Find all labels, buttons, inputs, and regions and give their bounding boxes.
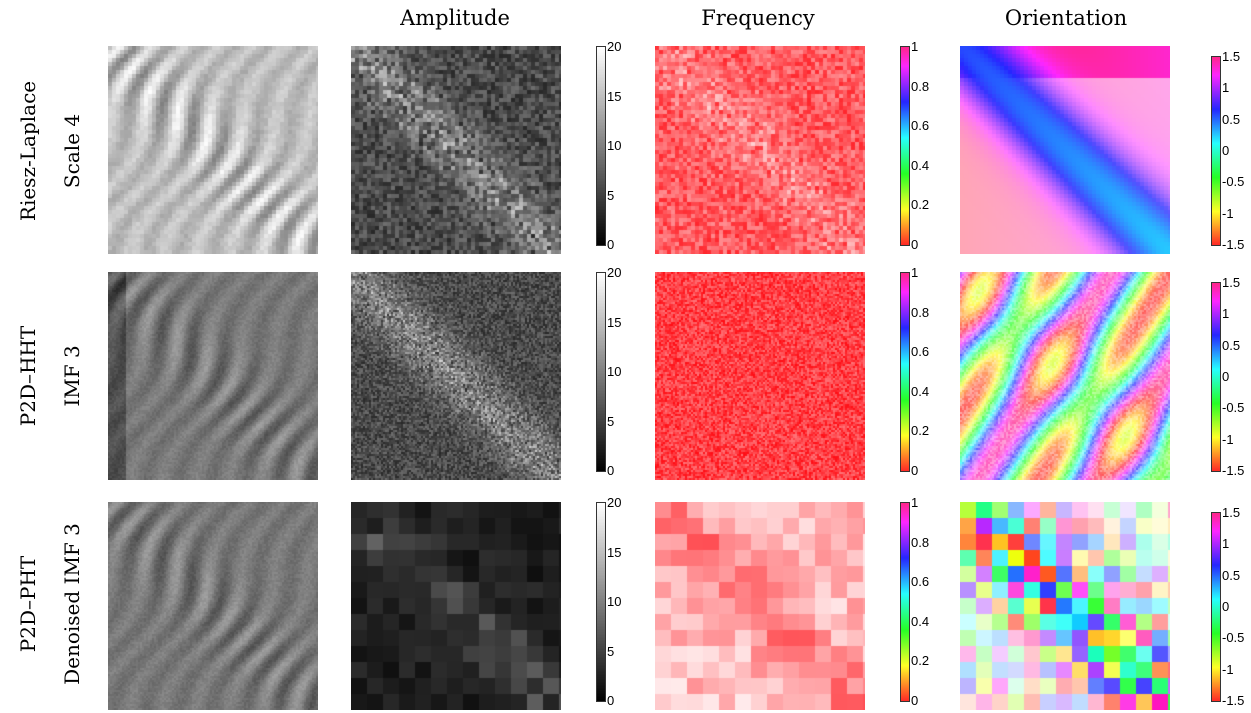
row-0-sublabel: Scale 4 <box>60 113 84 189</box>
row-0-orientation-tick-label: 1 <box>1222 80 1230 96</box>
row-1-method-label: P2D–HHT <box>16 325 40 427</box>
row-1-amplitude-image <box>351 272 561 480</box>
row-1-frequency-tick-label: 0.6 <box>911 344 930 360</box>
row-0-amplitude-tick-label: 15 <box>607 88 622 104</box>
row-2-frequency-image <box>655 502 865 710</box>
row-0-orientation-tick-label: -1.5 <box>1222 237 1245 252</box>
row-2-orientation-image <box>960 502 1170 710</box>
row-2-amplitude-tick-label: 15 <box>607 544 622 560</box>
row-1-frequency-colorbar <box>900 272 910 472</box>
row-0-amplitude-tick-label: 0 <box>607 237 615 252</box>
row-0-amplitude-tick-label: 20 <box>607 39 622 54</box>
row-2-orientation-tick-label: -1 <box>1222 661 1234 677</box>
row-0-amplitude-tick-label: 5 <box>607 187 615 203</box>
row-0-frequency-tick-label: 0.2 <box>911 197 930 213</box>
row-2-frequency-tick-label: 0.8 <box>911 534 930 550</box>
row-2-frequency-tick-label: 0.2 <box>911 653 930 669</box>
row-1-orientation-tick-label: 1 <box>1222 306 1230 322</box>
row-2-orientation-tick-label: 0.5 <box>1222 567 1241 583</box>
row-1-amplitude-tick-label: 20 <box>607 265 622 280</box>
row-0-frequency-image <box>655 46 865 254</box>
row-1-orientation-tick-label: 1.5 <box>1222 275 1241 290</box>
row-0-orientation-tick-label: -0.5 <box>1222 174 1245 190</box>
row-1-orientation-tick-label: 0.5 <box>1222 337 1241 353</box>
row-2-input-image <box>108 502 318 710</box>
row-2-frequency-tick-label: 0.4 <box>911 613 930 629</box>
row-1-orientation-tick-label: -1.5 <box>1222 463 1245 478</box>
row-2-orientation-colorbar <box>1211 512 1221 702</box>
row-0-amplitude-tick-label: 10 <box>607 138 622 153</box>
row-0-frequency-tick-label: 0.4 <box>911 157 930 173</box>
row-0-orientation-image <box>960 46 1170 254</box>
row-2-frequency-colorbar <box>900 502 910 702</box>
row-2-amplitude-tick-label: 0 <box>607 693 615 708</box>
row-2-amplitude-tick-label: 5 <box>607 643 615 659</box>
row-1-frequency-tick-label: 0.2 <box>911 423 930 439</box>
row-1-orientation-image <box>960 272 1170 480</box>
row-1-amplitude-colorbar <box>596 272 606 472</box>
row-2-sublabel: Denoised IMF 3 <box>60 523 84 685</box>
row-0-amplitude-image <box>351 46 561 254</box>
row-0-orientation-colorbar <box>1211 56 1221 246</box>
row-0-orientation-tick-label: 0.5 <box>1222 111 1241 127</box>
column-title-amplitude: Amplitude <box>400 6 510 30</box>
row-2-orientation-tick-label: -1.5 <box>1222 693 1245 708</box>
row-2-orientation-tick-label: 1.5 <box>1222 505 1241 520</box>
row-1-frequency-image <box>655 272 865 480</box>
row-1-amplitude-tick-label: 5 <box>607 413 615 429</box>
column-title-orientation: Orientation <box>1004 6 1128 30</box>
row-2-frequency-tick-label: 0.6 <box>911 574 930 590</box>
row-2-orientation-tick-label: 0 <box>1222 599 1230 614</box>
row-1-input-image <box>108 272 318 480</box>
row-2-frequency-tick-label: 1 <box>911 495 919 510</box>
row-0-frequency-tick-label: 1 <box>911 39 919 54</box>
row-2-orientation-tick-label: -0.5 <box>1222 630 1245 646</box>
row-1-orientation-tick-label: 0 <box>1222 369 1230 384</box>
row-1-frequency-tick-label: 0.4 <box>911 383 930 399</box>
row-1-amplitude-tick-label: 15 <box>607 314 622 330</box>
row-1-frequency-tick-label: 0 <box>911 463 919 478</box>
row-1-frequency-tick-label: 0.8 <box>911 304 930 320</box>
row-2-amplitude-colorbar <box>596 502 606 702</box>
row-1-orientation-tick-label: -1 <box>1222 431 1234 447</box>
column-title-frequency: Frequency <box>701 6 815 30</box>
row-2-orientation-tick-label: 1 <box>1222 536 1230 552</box>
row-1-orientation-colorbar <box>1211 282 1221 472</box>
row-2-amplitude-tick-label: 20 <box>607 495 622 510</box>
row-1-orientation-tick-label: -0.5 <box>1222 400 1245 416</box>
row-1-amplitude-tick-label: 0 <box>607 463 615 478</box>
row-1-amplitude-tick-label: 10 <box>607 364 622 379</box>
row-0-orientation-tick-label: 1.5 <box>1222 49 1241 64</box>
row-0-frequency-colorbar <box>900 46 910 246</box>
row-1-sublabel: IMF 3 <box>60 345 84 407</box>
row-0-frequency-tick-label: 0.8 <box>911 78 930 94</box>
row-2-amplitude-image <box>351 502 561 710</box>
row-0-orientation-tick-label: -1 <box>1222 205 1234 221</box>
row-0-method-label: Riesz-Laplace <box>16 80 40 222</box>
row-1-frequency-tick-label: 1 <box>911 265 919 280</box>
row-0-amplitude-colorbar <box>596 46 606 246</box>
row-0-input-image <box>108 46 318 254</box>
row-2-frequency-tick-label: 0 <box>911 693 919 708</box>
row-0-frequency-tick-label: 0 <box>911 237 919 252</box>
row-2-method-label: P2D–PHT <box>16 555 40 653</box>
row-0-orientation-tick-label: 0 <box>1222 143 1230 158</box>
row-2-amplitude-tick-label: 10 <box>607 594 622 609</box>
row-0-frequency-tick-label: 0.6 <box>911 118 930 134</box>
